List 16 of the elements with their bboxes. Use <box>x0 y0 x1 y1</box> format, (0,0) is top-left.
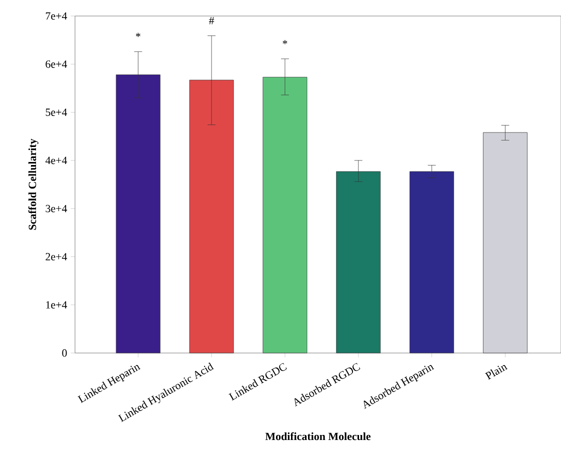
annotation: * <box>136 32 140 37</box>
y-tick-label: 5e+4 <box>46 108 68 116</box>
y-tick-label: 0 <box>62 349 67 357</box>
y-axis-title: Scaffold Cellularity <box>28 138 38 230</box>
y-tick-label: 3e+4 <box>46 204 68 212</box>
x-axis-title: Modification Molecule <box>265 432 371 440</box>
y-tick-label: 6e+4 <box>46 60 68 68</box>
y-tick-label: 1e+4 <box>46 301 68 309</box>
y-tick-label: 4e+4 <box>45 156 68 164</box>
bar <box>116 74 160 354</box>
y-tick-label: 7e+4 <box>46 12 68 20</box>
x-tick-label: Plain <box>484 365 508 380</box>
bar <box>262 76 308 354</box>
annotation: * <box>282 40 288 44</box>
annotation: # <box>209 17 214 24</box>
y-tick-label: 2e+4 <box>46 253 68 260</box>
